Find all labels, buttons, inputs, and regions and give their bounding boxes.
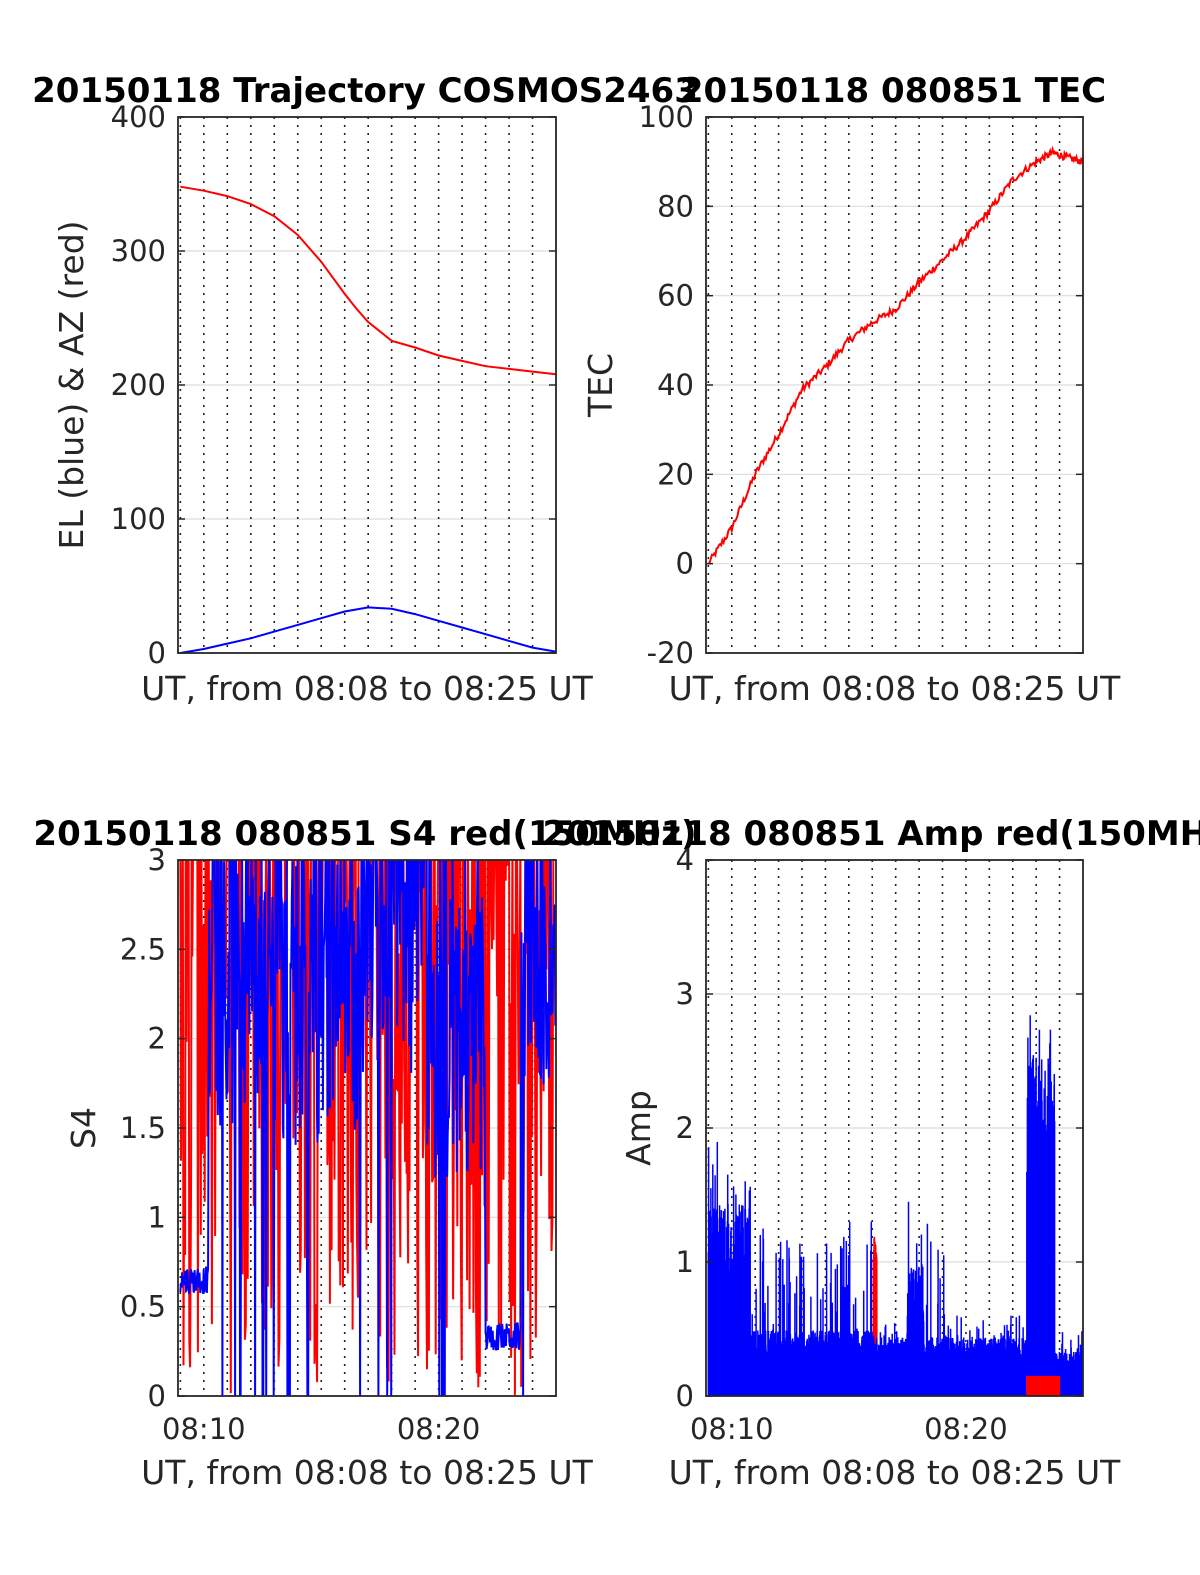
- y-axis-label: Amp: [619, 1090, 658, 1166]
- y-tick-label: 1: [148, 1200, 166, 1234]
- y-tick-label: -20: [647, 636, 694, 670]
- x-tick-label: 08:20: [924, 1412, 1008, 1446]
- y-tick-label: 200: [111, 368, 166, 402]
- s4-chart: 0 0.5 1 1.5 2 2.5 3 08:10 08:20 20150118 080851 S…: [33, 814, 696, 1492]
- y-axis-label: EL (blue) & AZ (red): [52, 220, 91, 549]
- y-tick-label: 4: [676, 843, 694, 877]
- y-tick-label: 1: [676, 1245, 694, 1279]
- trajectory-series-line-1: [180, 606, 556, 653]
- s4-plot-area: [179, 860, 556, 1396]
- y-tick-label: 0: [676, 547, 694, 581]
- y-tick-label: 100: [111, 502, 166, 536]
- chart-title: 20150118 080851 TEC: [680, 71, 1106, 111]
- x-tick-label: 08:10: [162, 1412, 246, 1446]
- y-tick-label: 2: [676, 1111, 694, 1145]
- s4-blue-series: [179, 860, 556, 1396]
- y-tick-label: 40: [657, 368, 694, 402]
- amp-blue-series: [707, 1015, 1083, 1396]
- amp-red-spike: [872, 1236, 878, 1336]
- x-axis-label: UT, from 08:08 to 08:25 UT: [141, 669, 594, 708]
- amp-red-tail: [1026, 1375, 1061, 1396]
- y-tick-label: 0: [148, 1379, 166, 1413]
- trajectory-series-line-0: [180, 185, 556, 376]
- tec-series-line-0: [707, 145, 1083, 565]
- y-tick-label: 400: [111, 100, 166, 134]
- y-tick-label: 80: [657, 189, 694, 223]
- amp-plot-area: [707, 1015, 1083, 1396]
- trajectory-plot-area: [180, 185, 556, 653]
- chart-title: 20150118 080851 Amp red(150MHz): [542, 814, 1200, 854]
- y-tick-label: 2: [148, 1022, 166, 1056]
- y-tick-label: 300: [111, 234, 166, 268]
- y-tick-label: 3: [676, 977, 694, 1011]
- x-axis-label: UT, from 08:08 to 08:25 UT: [141, 1453, 594, 1492]
- x-axis-label: UT, from 08:08 to 08:25 UT: [669, 669, 1122, 708]
- y-axis-label: S4: [64, 1107, 103, 1149]
- y-tick-label: 3: [148, 843, 166, 877]
- y-tick-label: 0: [148, 636, 166, 670]
- y-tick-label: 60: [657, 279, 694, 313]
- chart-title: 20150118 080851 S4 red(150MHz): [33, 814, 696, 854]
- chart-title: 20150118 Trajectory COSMOS2463: [32, 71, 698, 111]
- y-axis-label: TEC: [581, 353, 620, 418]
- tec-plot-area: [707, 145, 1083, 565]
- y-tick-label: 100: [639, 100, 694, 134]
- x-tick-label: 08:10: [690, 1412, 774, 1446]
- amp-chart: 0 1 2 3 4 08:10 08:20 20150118 080851 Amp red(1…: [542, 814, 1200, 1492]
- y-tick-label: 0.5: [120, 1290, 166, 1324]
- x-axis-label: UT, from 08:08 to 08:25 UT: [669, 1453, 1122, 1492]
- y-tick-label: 1.5: [120, 1111, 166, 1145]
- x-tick-label: 08:20: [397, 1412, 481, 1446]
- y-tick-label: 20: [657, 457, 694, 491]
- y-tick-label: 2.5: [120, 932, 166, 966]
- y-tick-label: 0: [676, 1379, 694, 1413]
